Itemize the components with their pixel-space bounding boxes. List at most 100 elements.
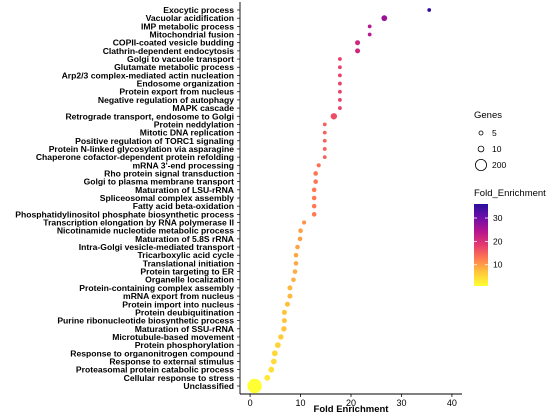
term-label: Spliceosomal complex assembly (100, 193, 234, 203)
y-axis-ticks (237, 9, 240, 387)
data-point (355, 48, 361, 54)
data-point (427, 8, 432, 12)
term-label: Unclassified (183, 381, 234, 391)
data-point (270, 358, 277, 365)
term-label: Golgi to vacuole transport (127, 54, 234, 64)
term-label: Clathrin-dependent endocytosis (103, 46, 235, 56)
term-label: Proteasomal protein catabolic process (76, 365, 234, 375)
data-point (322, 147, 327, 151)
term-label: Response to organonitrogen compound (70, 348, 234, 358)
data-point (322, 155, 327, 160)
size-legend-key (478, 130, 484, 136)
term-label: Phosphatidylinositol phosphate biosynthe… (15, 209, 234, 219)
x-tick-label: 40 (447, 398, 457, 408)
data-point (338, 98, 342, 102)
term-label: Positive regulation of TORC1 signaling (75, 136, 234, 146)
data-point (322, 122, 327, 127)
size-legend-label: 10 (492, 144, 502, 154)
data-point (313, 179, 318, 184)
data-point (293, 261, 299, 266)
term-label: Cellular response to stress (124, 373, 235, 383)
term-label: IMP metabolic process (141, 21, 234, 31)
term-label: Chaperone cofactor-dependent protein ref… (36, 152, 234, 162)
data-point (355, 40, 361, 46)
data-point (338, 89, 342, 94)
term-label: Transcription elongation by RNA polymera… (43, 218, 234, 228)
term-label: Translational initiation (143, 258, 234, 268)
term-label: Protein targeting to ER (140, 267, 234, 277)
data-point (268, 366, 275, 373)
data-point (293, 252, 299, 258)
term-label: MAPK cascade (172, 103, 234, 113)
data-point (278, 334, 284, 340)
data-point (292, 269, 298, 274)
term-label: Negative regulation of autophagy (98, 95, 234, 105)
term-label: Maturation of SSU-rRNA (135, 324, 234, 334)
data-point (367, 32, 372, 37)
term-label: Protein phosphorylation (135, 340, 234, 350)
data-point (338, 57, 342, 61)
term-label: Protein N-linked glycosylation via aspar… (49, 144, 235, 154)
term-label: mRNA 3'-end processing (132, 160, 234, 170)
color-legend-label: 10 (493, 260, 503, 270)
term-label: Vacuolar acidification (146, 13, 234, 23)
term-label: Retrograde transport, endosome to Golgi (65, 111, 234, 121)
color-legend-label: 30 (493, 213, 503, 223)
term-label: Protein deubiquitination (135, 307, 234, 317)
data-point (301, 220, 307, 225)
color-legend-bar (474, 204, 488, 286)
term-label: Maturation of LSU-rRNA (135, 185, 234, 195)
data-point (313, 171, 318, 176)
data-point (284, 301, 290, 307)
data-point (281, 318, 287, 324)
term-label: Glutamate metabolic process (114, 62, 234, 72)
color-legend-label: 20 (493, 236, 503, 246)
term-label: Rho protein signal transduction (104, 168, 234, 178)
term-label: Protein neddylation (154, 119, 234, 129)
term-label: Microtubule-based movement (112, 332, 234, 342)
data-point (298, 228, 303, 233)
data-point (281, 309, 287, 315)
data-point (297, 236, 303, 242)
data-point (274, 342, 281, 349)
term-label: Mitochondrial fusion (150, 30, 235, 40)
term-label: Response to external stimulus (109, 356, 234, 366)
term-label: Organelle localization (145, 275, 234, 285)
data-point (311, 195, 317, 201)
size-legend-label: 200 (492, 160, 506, 170)
color-legend-title: Fold_Enrichment (474, 188, 546, 199)
term-label: Mitotic DNA replication (140, 128, 234, 138)
data-point (264, 374, 271, 381)
term-label: mRNA export from nucleus (123, 291, 234, 301)
term-label: Golgi to plasma membrane transport (84, 177, 235, 187)
term-label: Maturation of 5.8S rRNA (135, 234, 234, 244)
term-label: Arp2/3 complex-mediated actin nucleation (62, 70, 234, 80)
data-point (295, 244, 300, 250)
term-label: Protein import into nucleus (122, 299, 234, 309)
x-tick-label: 10 (296, 398, 306, 408)
data-point (281, 326, 287, 332)
data-point (311, 203, 317, 209)
data-point (271, 350, 278, 357)
x-axis-title: Fold Enrichment (314, 404, 390, 415)
data-point (322, 130, 327, 135)
term-label: Endosome organization (137, 79, 234, 89)
data-point (287, 293, 293, 299)
data-point (381, 15, 388, 22)
size-legend-key (477, 145, 485, 153)
term-label: Purine ribonucleotide biosynthetic proce… (57, 316, 234, 326)
term-label: Tricarboxylic acid cycle (138, 250, 235, 260)
data-point (247, 378, 262, 394)
term-label: Protein export from nucleus (119, 87, 234, 97)
x-tick-label: 20 (346, 398, 356, 408)
data-point (316, 163, 321, 168)
term-label: Exocytic process (163, 5, 234, 15)
data-point (330, 113, 338, 120)
x-tick-label: 0 (248, 398, 253, 408)
data-points (247, 8, 432, 394)
x-axis-ticks: 0 10 20 30 40 (248, 394, 457, 408)
data-point (367, 24, 372, 29)
size-legend-label: 5 (492, 128, 497, 138)
